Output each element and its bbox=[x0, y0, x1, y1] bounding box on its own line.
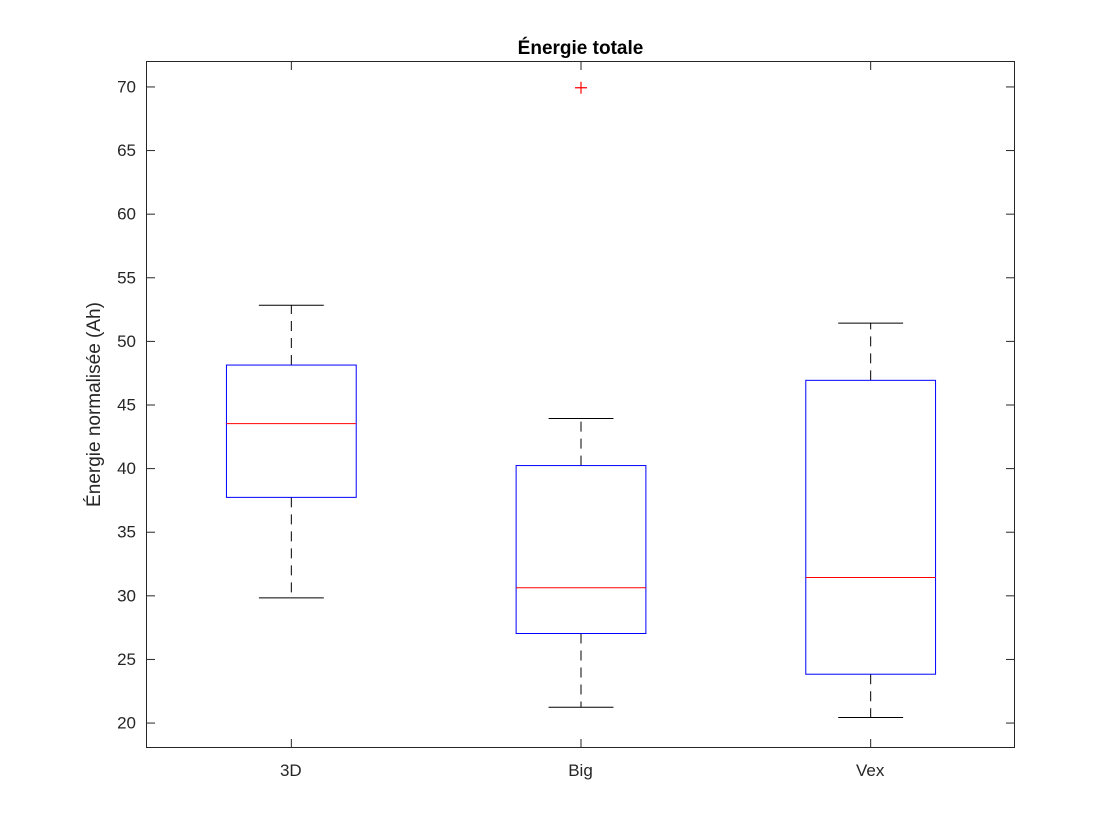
x-tick-label: Vex bbox=[856, 761, 885, 780]
y-tick-label: 40 bbox=[117, 459, 136, 478]
iqr-box bbox=[225, 364, 357, 498]
y-tick-label: 50 bbox=[117, 332, 136, 351]
box-group-vex bbox=[805, 322, 937, 718]
x-tick-label: Big bbox=[568, 761, 593, 780]
y-tick-label: 35 bbox=[117, 523, 136, 542]
y-tick-label: 45 bbox=[117, 396, 136, 415]
y-tick-label: 25 bbox=[117, 650, 136, 669]
y-axis-label: Énergie normalisée (Ah) bbox=[84, 302, 105, 507]
y-tick-label: 30 bbox=[117, 586, 136, 605]
chart-title: Énergie totale bbox=[518, 37, 644, 59]
outlier-marker bbox=[575, 81, 587, 94]
plot-area-frame bbox=[146, 61, 1015, 748]
box-group-3d bbox=[225, 304, 357, 599]
box-group-big bbox=[515, 81, 647, 708]
y-tick-label: 20 bbox=[117, 714, 136, 733]
y-tick-label: 70 bbox=[117, 77, 136, 96]
y-tick-label: 55 bbox=[117, 268, 136, 287]
ticks-layer: 20 25 30 35 40 45 50 55 60 65 70 3D Big Vex bbox=[117, 61, 1015, 780]
iqr-box bbox=[515, 465, 647, 635]
iqr-box bbox=[805, 379, 937, 675]
y-tick-label: 60 bbox=[117, 205, 136, 224]
x-tick-label: 3D bbox=[280, 761, 302, 780]
boxes-layer bbox=[225, 81, 937, 718]
y-tick-label: 65 bbox=[117, 141, 136, 160]
